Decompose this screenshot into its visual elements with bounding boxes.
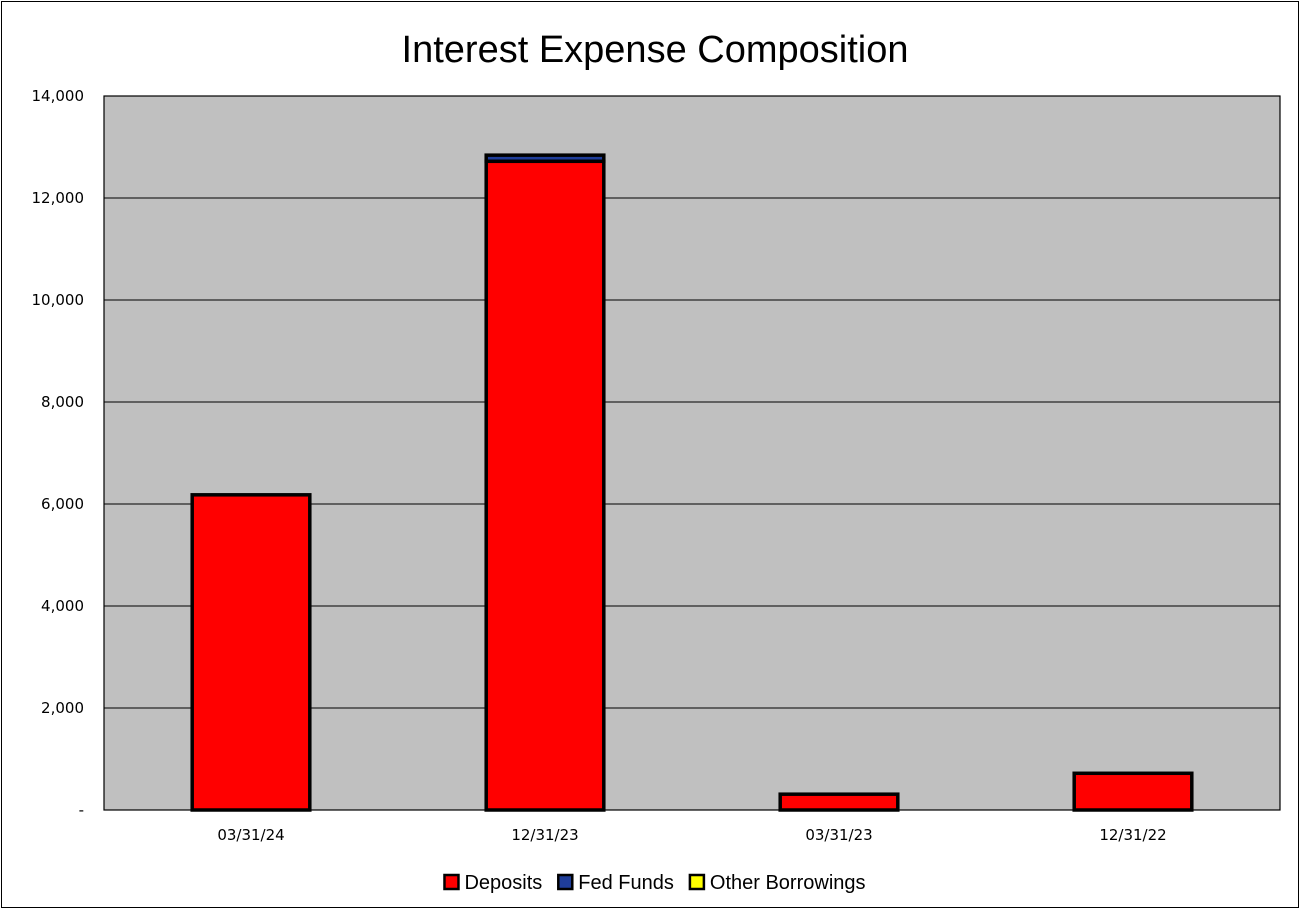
x-axis-ticks: 03/31/24 12/31/23 03/31/23 12/31/22 [217,826,1166,844]
y-tick-label: 8,000 [41,393,84,411]
legend-label: Other Borrowings [710,872,866,894]
y-axis-ticks: - 2,000 4,000 6,000 8,000 10,000 12,000 14,000 [32,87,85,819]
bar-fed-funds [484,153,606,164]
y-tick-label: 6,000 [41,495,84,513]
bar-deposits [1072,771,1194,812]
bars [190,153,1194,812]
y-tick-label: 2,000 [41,699,84,717]
legend-label: Deposits [464,872,542,894]
legend-label: Fed Funds [578,872,674,894]
bar-deposits [778,792,900,812]
legend: Deposits Fed Funds Other Borrowings [443,872,866,894]
bar-deposits [484,159,606,812]
x-tick-label: 12/31/22 [1099,826,1166,844]
legend-swatch-other-borrowings [688,873,706,891]
bar-deposits [190,493,312,812]
y-tick-label: - [79,801,84,819]
y-tick-label: 4,000 [41,597,84,615]
x-tick-label: 03/31/23 [805,826,872,844]
x-tick-label: 12/31/23 [511,826,578,844]
y-tick-label: 14,000 [32,87,85,105]
y-tick-label: 12,000 [32,189,85,207]
x-tick-label: 03/31/24 [217,826,284,844]
chart-title: Interest Expense Composition [402,29,909,71]
legend-swatch-fed-funds [557,873,574,891]
legend-swatch-deposits [443,873,460,891]
y-tick-label: 10,000 [32,291,85,309]
